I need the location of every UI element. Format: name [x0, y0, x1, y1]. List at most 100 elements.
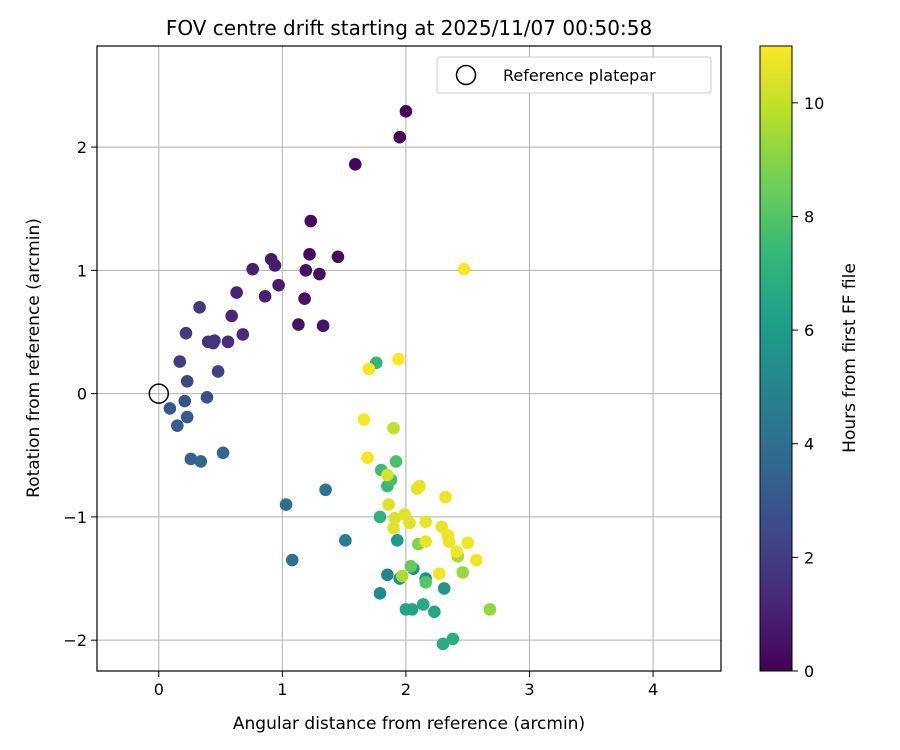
y-tick-label: −2: [63, 631, 87, 650]
y-tick-label: 2: [77, 138, 87, 157]
data-point: [216, 446, 230, 460]
data-point: [373, 587, 387, 600]
colorbar-tick-label: 10: [804, 94, 824, 113]
colorbar-tick-label: 2: [804, 548, 814, 567]
legend-box: [436, 56, 712, 94]
data-point: [171, 419, 184, 432]
y-axis-ticks: −2 −1 0 1 2: [63, 138, 97, 650]
colorbar-tick-label: 4: [804, 435, 814, 454]
data-point: [403, 516, 416, 530]
data-point: [381, 568, 394, 582]
data-point: [387, 421, 400, 435]
data-point: [428, 605, 441, 619]
data-point: [399, 105, 413, 118]
data-points: [163, 105, 497, 651]
data-point: [381, 468, 394, 482]
data-point: [390, 534, 404, 547]
x-axis-ticks: 0 1 2 3 4: [154, 671, 658, 699]
data-point: [304, 214, 318, 228]
legend-reference-marker: [455, 64, 477, 86]
x-tick-label: 3: [524, 680, 534, 699]
data-point: [405, 603, 419, 616]
data-point: [416, 598, 430, 611]
grid-lines: [97, 46, 721, 671]
colorbar: 0 2 4 6 8 10 Hours from first FF file: [759, 45, 860, 681]
data-point: [457, 262, 471, 276]
legend: Reference platepar: [436, 56, 712, 94]
data-point: [461, 536, 474, 550]
data-point: [432, 567, 446, 580]
x-tick-label: 1: [277, 680, 287, 699]
data-point: [357, 413, 371, 426]
data-point: [258, 289, 272, 303]
data-point: [388, 511, 402, 525]
data-point: [299, 264, 313, 277]
data-point: [387, 521, 400, 535]
data-point: [450, 545, 463, 558]
data-point: [319, 483, 332, 497]
data-point: [163, 402, 177, 415]
x-tick-label: 4: [648, 680, 658, 699]
chart-title: FOV centre drift starting at 2025/11/07 …: [166, 16, 652, 40]
colorbar-ticks: 0 2 4 6 8 10: [792, 94, 824, 681]
data-point: [436, 637, 450, 651]
data-point: [437, 582, 451, 595]
data-point: [389, 455, 403, 468]
y-tick-label: −1: [63, 508, 87, 527]
y-tick-label: 0: [77, 385, 87, 404]
data-point: [180, 375, 194, 388]
data-point: [313, 267, 326, 281]
data-point: [194, 455, 208, 468]
data-point: [439, 490, 452, 504]
data-point: [180, 410, 194, 424]
data-point: [382, 498, 395, 511]
data-point: [373, 510, 387, 524]
plot-frame: [96, 45, 722, 672]
data-point: [395, 569, 409, 583]
data-point: [470, 553, 483, 567]
colorbar-tick-label: 8: [804, 207, 814, 226]
data-point: [316, 319, 330, 333]
data-point: [236, 328, 250, 341]
data-point: [392, 352, 405, 366]
colorbar-tick-label: 0: [804, 662, 814, 681]
data-point: [362, 362, 376, 376]
data-point: [303, 248, 316, 261]
data-point: [221, 335, 235, 349]
data-point: [200, 391, 214, 404]
data-point: [206, 336, 220, 350]
data-point: [339, 534, 352, 547]
y-tick-label: 1: [77, 261, 87, 280]
colorbar-label: Hours from first FF file: [840, 263, 860, 453]
x-axis-label: Angular distance from reference (arcmin): [233, 714, 585, 734]
data-point: [292, 318, 305, 331]
data-point: [193, 301, 206, 314]
data-point: [419, 535, 432, 548]
data-point: [419, 515, 432, 529]
data-point: [279, 498, 293, 511]
data-point: [419, 575, 432, 589]
data-point: [272, 278, 285, 292]
data-point: [179, 326, 193, 340]
data-point: [173, 355, 187, 368]
legend-entry-reference: Reference platepar: [503, 66, 656, 85]
data-point: [361, 451, 374, 465]
data-point: [285, 553, 299, 567]
data-point: [393, 130, 407, 144]
data-point: [211, 365, 225, 378]
reference-platepar-marker: [148, 383, 170, 404]
data-point: [446, 632, 460, 646]
colorbar-tick-label: 6: [804, 321, 814, 340]
reference-marker-group: [148, 383, 170, 404]
y-axis-label: Rotation from reference (arcmin): [24, 218, 44, 498]
data-point: [184, 452, 198, 466]
data-point: [348, 158, 362, 171]
x-tick-label: 0: [154, 680, 164, 699]
data-point: [410, 482, 424, 495]
colorbar-gradient: [759, 45, 793, 672]
data-point: [178, 394, 192, 408]
data-point: [225, 309, 238, 323]
data-point: [483, 603, 497, 616]
data-point: [268, 259, 282, 272]
